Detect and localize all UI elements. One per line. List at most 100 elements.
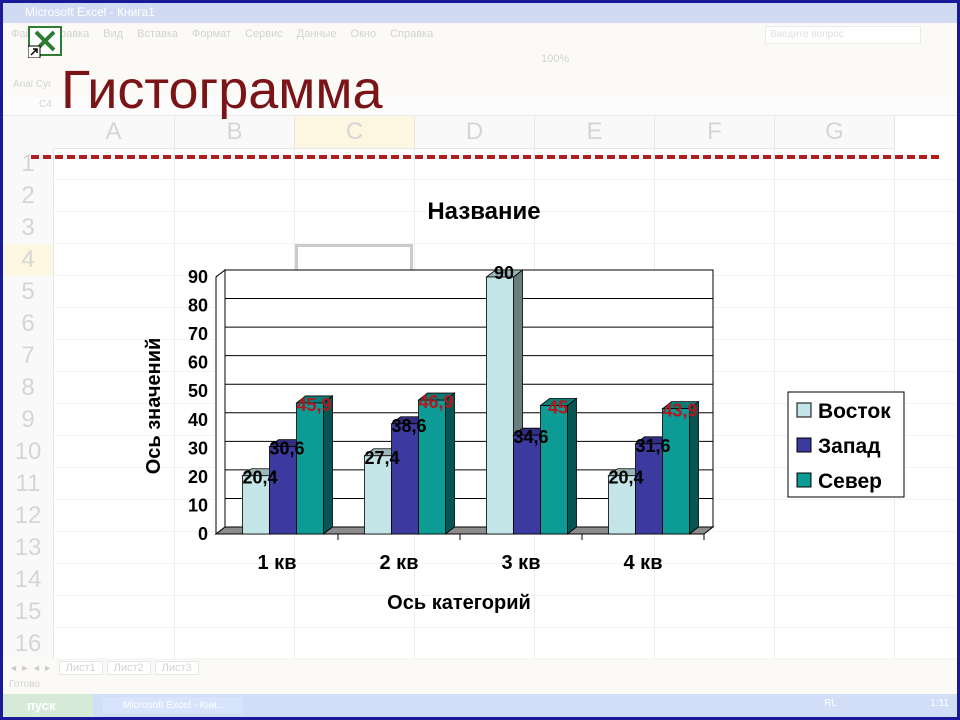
bar (242, 475, 270, 535)
sheet-tab[interactable]: Лист3 (154, 661, 199, 675)
x-tick-label: 3 кв (502, 552, 541, 574)
help-search-box[interactable]: Введите вопрос (765, 26, 921, 44)
menu-item[interactable]: Вид (103, 28, 124, 40)
row-header[interactable]: 3 (3, 212, 54, 245)
legend-swatch (796, 472, 812, 488)
row-header[interactable]: 10 (3, 436, 54, 469)
bar-side (567, 397, 577, 535)
menu-item[interactable]: Сервис (245, 28, 283, 40)
bar-side (689, 400, 699, 535)
row-header[interactable]: 8 (3, 372, 54, 405)
x-tick-label: 1 кв (258, 552, 297, 574)
start-button[interactable]: пуск (3, 694, 93, 717)
data-label: 31,6 (635, 436, 670, 456)
data-label: 43,9 (662, 401, 697, 421)
data-label: 90 (494, 263, 514, 283)
sheet-nav-icon[interactable]: ◄ ► ◄ ► (9, 663, 53, 673)
y-tick-label: 80 (188, 296, 208, 316)
menu-item[interactable]: Справка (390, 28, 434, 40)
taskbar-excel-task[interactable]: Microsoft Excel - Кни... (103, 697, 243, 714)
excel-format-toolbar: Arial Cyr (3, 75, 957, 97)
grid-row-line (53, 659, 957, 660)
plot-area: 0 10 20 30 40 50 60 70 80 90 1 кв 2 кв 3 кв 4 кв 20,4 3… (188, 263, 715, 574)
bar (635, 443, 663, 535)
row-header[interactable]: 14 (3, 564, 54, 597)
sheet-tab[interactable]: Лист2 (106, 661, 151, 675)
row-header[interactable]: 9 (3, 404, 54, 437)
column-header[interactable]: A (53, 116, 175, 149)
status-bar: Готово (3, 678, 957, 694)
menu-item[interactable]: Вставка (137, 28, 179, 40)
font-name-box[interactable]: Arial Cyr (13, 79, 52, 90)
bar (662, 408, 690, 535)
excel-formula-bar: C4 (3, 97, 957, 116)
column-header[interactable]: B (175, 116, 295, 149)
menu-item[interactable]: Окно (350, 28, 377, 40)
bar-side (445, 392, 455, 535)
cell-reference[interactable]: C4 (39, 99, 52, 110)
column-header[interactable]: F (655, 116, 775, 149)
column-header[interactable]: E (535, 116, 655, 149)
row-header[interactable]: 4 (3, 244, 54, 277)
grid-row-line (53, 595, 957, 596)
legend-label: Запад (818, 435, 881, 458)
y-tick-label: 50 (188, 381, 208, 401)
data-label: 20,4 (242, 468, 277, 488)
data-label: 46,9 (418, 392, 453, 412)
slide-title: Гистограмма (61, 60, 383, 120)
row-header[interactable]: 6 (3, 308, 54, 341)
grid-row-line (53, 179, 957, 180)
y-tick-label: 10 (188, 495, 208, 515)
taskbar: пуск Microsoft Excel - Кни... RL 1:11 (3, 694, 957, 717)
row-header[interactable]: 5 (3, 276, 54, 309)
data-label: 45 (548, 398, 568, 418)
menu-item[interactable]: Формат (192, 28, 232, 40)
data-label: 30,6 (269, 439, 304, 459)
legend: Восток Запад Север (787, 391, 905, 498)
y-axis-title: Ось значений (143, 338, 165, 475)
select-all-corner[interactable] (3, 116, 54, 149)
sheet-tab[interactable]: Лист1 (58, 661, 103, 675)
data-label: 20,4 (608, 468, 643, 488)
row-header[interactable]: 16 (3, 628, 54, 661)
plot-side-wall (215, 268, 226, 536)
language-indicator[interactable]: RL (824, 698, 837, 709)
y-tick-label: 70 (188, 324, 208, 344)
row-header[interactable]: 11 (3, 468, 54, 501)
column-header[interactable]: D (415, 116, 535, 149)
grid-column-line (774, 148, 775, 658)
status-text: Готово (9, 679, 40, 690)
legend-swatch (796, 402, 812, 418)
y-tick-label: 0 (198, 524, 208, 544)
row-header[interactable]: 2 (3, 180, 54, 213)
data-label: 34,6 (513, 427, 548, 447)
y-tick-label: 20 (188, 467, 208, 487)
bar (391, 423, 419, 535)
column-header[interactable]: C (295, 116, 415, 149)
data-label: 45,9 (296, 395, 331, 415)
y-tick-label: 40 (188, 410, 208, 430)
row-header[interactable]: 15 (3, 596, 54, 629)
data-label: 27,4 (364, 448, 399, 468)
x-tick-label: 4 кв (624, 552, 663, 574)
legend-label: Восток (818, 400, 891, 423)
legend-label: Север (818, 470, 882, 493)
bar (486, 276, 514, 535)
excel-title-bar: Microsoft Excel - Книга1 (3, 3, 957, 23)
grid-row-line (53, 211, 957, 212)
y-tick-label: 30 (188, 438, 208, 458)
y-tick-label: 90 (188, 267, 208, 287)
row-header[interactable]: 12 (3, 500, 54, 533)
zoom-box[interactable]: 100% (541, 53, 570, 65)
bar (418, 399, 446, 535)
column-header[interactable]: G (775, 116, 895, 149)
legend-swatch (796, 437, 812, 453)
grid-row-line (53, 627, 957, 628)
sheet-tabs-bar: ◄ ► ◄ ► Лист1 Лист2 Лист3 (3, 658, 957, 678)
row-header[interactable]: 7 (3, 340, 54, 373)
row-header[interactable]: 13 (3, 532, 54, 565)
x-axis-title: Ось категорий (387, 592, 531, 614)
grid-row-line (53, 563, 957, 564)
menu-item[interactable]: Данные (296, 28, 337, 40)
